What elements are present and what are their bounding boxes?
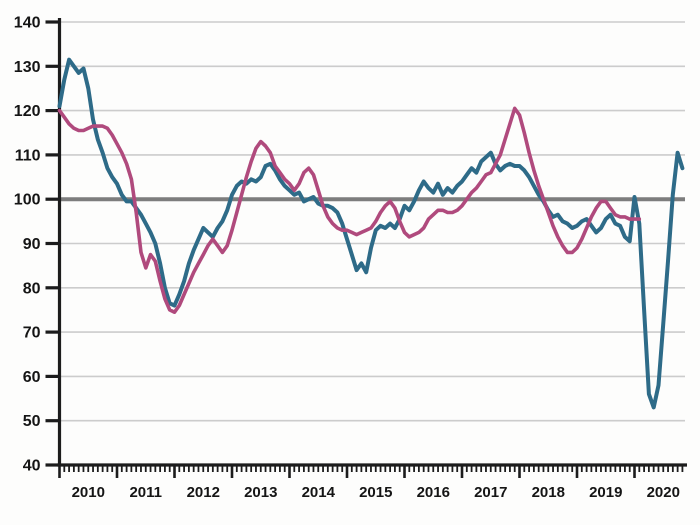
y-tick-label: 110 — [15, 147, 41, 164]
y-tick-label: 70 — [23, 325, 41, 342]
y-tick-label: 130 — [14, 59, 41, 76]
x-tick-label: 2019 — [589, 484, 622, 501]
y-tick-label: 40 — [23, 458, 41, 475]
x-tick-label: 2017 — [474, 484, 507, 501]
x-tick-label: 2016 — [417, 484, 450, 501]
x-tick-label: 2014 — [302, 484, 336, 501]
y-tick-label: 60 — [23, 369, 41, 386]
x-tick-label: 2015 — [359, 484, 392, 501]
x-tick-label: 2020 — [647, 484, 680, 501]
x-tick-label: 2018 — [532, 484, 565, 501]
y-tick-label: 50 — [23, 413, 41, 430]
y-tick-label: 120 — [14, 103, 41, 120]
y-tick-label: 100 — [14, 192, 41, 209]
series-pink-line — [57, 106, 642, 315]
y-tick-label: 80 — [23, 280, 41, 297]
x-tick-label: 2013 — [244, 484, 277, 501]
x-tick-label: 2011 — [129, 484, 162, 501]
x-tick-label: 2010 — [72, 484, 105, 501]
y-tick-label: 90 — [23, 236, 41, 253]
x-tick-label: 2012 — [187, 484, 220, 501]
y-tick-label: 140 — [14, 15, 41, 32]
series-teal-line — [57, 57, 685, 410]
